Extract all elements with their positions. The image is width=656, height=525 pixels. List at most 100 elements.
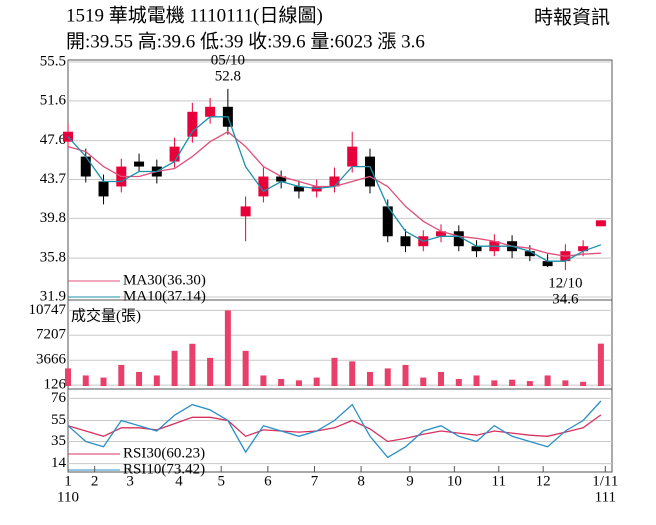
y-tick-label: 51.6 [40, 92, 67, 108]
x-tick-label: 2 [91, 473, 99, 489]
volume-bar [242, 350, 249, 386]
y-tick-label: 35 [51, 433, 66, 449]
x-tick-label: 10 [447, 473, 462, 489]
candle-body [240, 206, 251, 217]
volume-bar [260, 375, 267, 386]
candle-body [80, 156, 91, 177]
candle-body [382, 206, 393, 237]
volume-bar [544, 375, 551, 386]
candle-body [276, 176, 287, 182]
source: 時報資訊 [534, 6, 610, 28]
volume-bar [136, 371, 143, 386]
quote: 開:39.55 高:39.6 低:39 收:39.6 量:6023 漲 3.6 [66, 30, 425, 52]
candle-body [63, 131, 73, 142]
x-tick-label: 4 [175, 473, 183, 489]
candle-body [258, 176, 269, 197]
frame [67, 59, 613, 473]
volume-bar [349, 361, 356, 386]
volume-bar [295, 380, 302, 386]
volume-bar [189, 343, 196, 386]
candle-body [542, 261, 553, 267]
volume-bar [65, 368, 71, 386]
candle-body [436, 231, 447, 237]
volume-bar [509, 379, 516, 386]
y-tick-label: 126 [44, 377, 67, 393]
candle-body [524, 251, 535, 257]
chart-title: 1519 華城電機 1110111(日線圖) [66, 4, 323, 26]
y-tick-label: 55 [51, 412, 66, 428]
year-label: 111 [595, 489, 616, 505]
volume-bar [580, 381, 587, 386]
volume-bar [82, 375, 89, 386]
candle-body [187, 111, 198, 137]
legend-label: RSI10(73.42) [123, 461, 205, 477]
volume-bar [384, 368, 391, 386]
volume-bar [331, 357, 338, 386]
candle-body [471, 246, 482, 252]
x-tick-label: 7 [311, 473, 319, 489]
annotation-date: 05/10 [211, 52, 245, 68]
volume-bar [366, 371, 373, 386]
x-tick-label: 12 [536, 473, 551, 489]
x-tick-label: 11 [492, 473, 506, 489]
candle-body [364, 156, 375, 187]
candle-body [293, 186, 304, 192]
y-tick-label: 31.9 [40, 288, 66, 304]
volume-bar [562, 380, 569, 386]
x-tick-label: 3 [126, 473, 134, 489]
x-tick-label: 1/11 [592, 473, 618, 489]
series-line [67, 400, 602, 459]
candle-body [134, 161, 145, 167]
annotation-value: 34.6 [552, 292, 579, 308]
y-tick-label: 43.7 [40, 171, 67, 187]
x-tick-label: 5 [217, 473, 225, 489]
series-line [67, 130, 601, 257]
y-tick-label: 7207 [36, 327, 67, 343]
legend-label: MA10(37.14) [123, 288, 206, 304]
x-tick-label: 1 [64, 473, 72, 489]
volume-bar [171, 350, 178, 386]
y-tick-label: 14 [51, 455, 67, 471]
volume-bar [313, 377, 320, 386]
y-tick-label: 76 [51, 390, 67, 406]
x-tick-label: 8 [357, 473, 365, 489]
panel-title: 成交量(張) [71, 306, 141, 324]
volume-bar [100, 377, 107, 386]
volume-bar [473, 375, 480, 386]
volume-bar [455, 378, 462, 386]
volume-bar [597, 343, 604, 386]
candle-body [205, 106, 216, 117]
volume-bar [438, 371, 445, 386]
volume-bar [207, 357, 214, 386]
x-tick-label: 9 [406, 473, 414, 489]
volume-bar [224, 310, 231, 386]
legend-label: MA30(36.30) [123, 272, 206, 288]
series-line [67, 414, 602, 443]
candle-body [595, 220, 606, 227]
y-tick-label: 39.8 [40, 210, 66, 226]
volume-bar [420, 377, 427, 386]
x-tick-label: 6 [264, 473, 272, 489]
y-tick-label: 55.5 [40, 53, 66, 69]
candle-body [98, 181, 109, 197]
volume-bar [491, 380, 498, 386]
y-tick-label: 47.6 [40, 132, 67, 148]
volume-bar [278, 378, 285, 386]
annotation-value: 52.8 [215, 68, 241, 84]
volume-bar [402, 364, 409, 386]
volume-bar [118, 364, 125, 386]
candle-body [347, 146, 358, 167]
series-line [67, 116, 602, 262]
y-tick-label: 35.8 [40, 250, 66, 266]
candle-body [453, 231, 464, 247]
year-label: 110 [57, 489, 79, 505]
annotation-date: 12/10 [548, 276, 582, 292]
legend-label: RSI30(60.23) [123, 445, 205, 461]
candle-body [578, 246, 589, 252]
candle-body [329, 176, 340, 187]
volume-bar [153, 375, 160, 386]
candle-body [169, 146, 180, 162]
y-tick-label: 3666 [36, 352, 67, 368]
